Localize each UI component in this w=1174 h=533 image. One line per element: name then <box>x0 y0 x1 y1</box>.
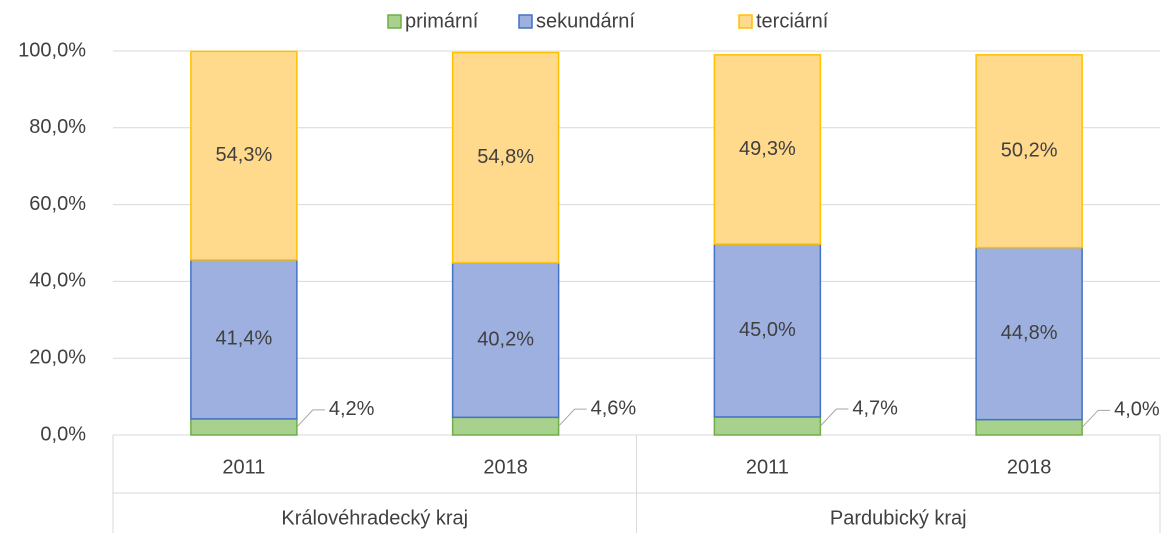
value-label: 49,3% <box>739 138 796 160</box>
value-label: 54,3% <box>216 144 273 166</box>
legend-swatch <box>738 14 753 29</box>
value-label: 40,2% <box>477 328 534 350</box>
y-tick-label: 0,0% <box>40 423 86 445</box>
value-label: 44,8% <box>1001 322 1058 344</box>
leader-line <box>296 409 325 428</box>
x-tick-label: 2018 <box>483 456 528 478</box>
y-tick-label: 60,0% <box>29 193 86 215</box>
bar-segment <box>975 246 1083 421</box>
y-tick-label: 40,0% <box>29 270 86 292</box>
bar-segment <box>975 54 1083 249</box>
leader-line <box>558 408 587 427</box>
x-tick-label: 2011 <box>222 456 265 478</box>
value-label: 45,0% <box>739 319 796 341</box>
bar-segment <box>190 50 298 261</box>
bar-segment <box>975 418 1083 436</box>
y-tick-label: 100,0% <box>18 39 86 61</box>
bar-segment <box>451 262 560 419</box>
bar-segment <box>713 54 822 245</box>
legend-label: sekundární <box>536 10 635 32</box>
bar-segment <box>713 416 822 436</box>
group-label: Pardubický kraj <box>830 507 967 529</box>
leader-line <box>820 408 849 427</box>
value-label: 54,8% <box>477 146 534 168</box>
leader-line <box>1081 409 1111 428</box>
legend-label: primární <box>405 10 479 32</box>
y-tick-label: 80,0% <box>29 116 86 138</box>
x-tick-label: 2018 <box>1007 456 1052 478</box>
bar-segment <box>451 51 560 264</box>
value-label: 50,2% <box>1001 140 1058 162</box>
value-label: 41,4% <box>216 328 273 350</box>
value-label: 4,7% <box>852 397 898 419</box>
value-label: 4,2% <box>329 398 375 420</box>
legend-swatch <box>387 14 402 29</box>
group-label: Královéhradecký kraj <box>281 507 468 529</box>
x-tick-label: 2011 <box>746 456 789 478</box>
value-label: 4,0% <box>1114 399 1160 421</box>
y-tick-label: 20,0% <box>29 346 86 368</box>
bar-segment <box>713 243 822 418</box>
legend-swatch <box>518 14 533 29</box>
bar-segment <box>190 418 298 436</box>
value-label: 4,6% <box>591 397 637 419</box>
bar-segment <box>451 416 560 436</box>
legend-label: terciární <box>756 10 829 32</box>
